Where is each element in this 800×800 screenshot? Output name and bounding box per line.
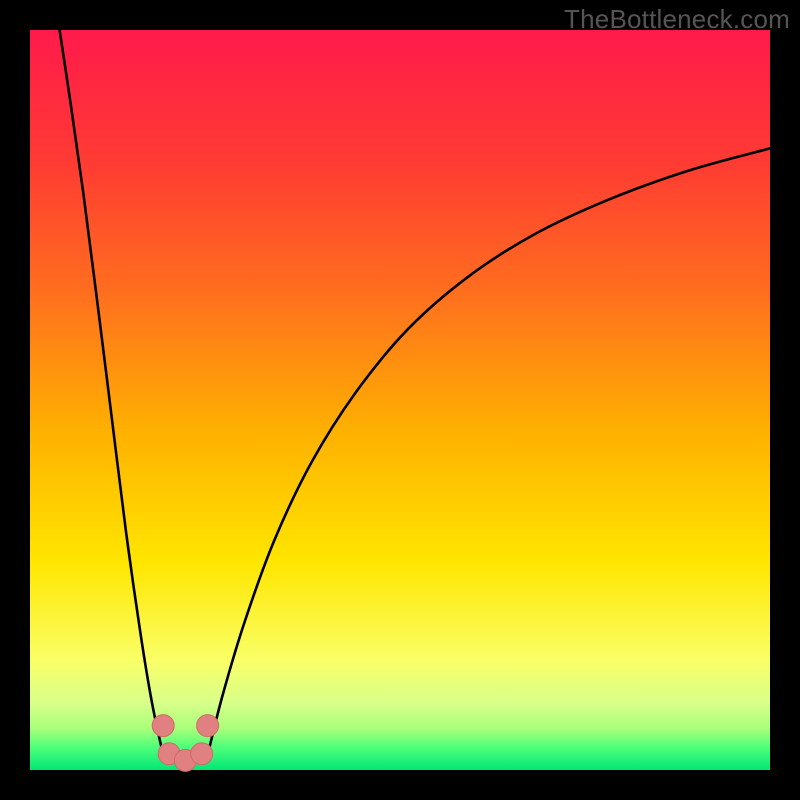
chart-container: TheBottleneck.com	[0, 0, 800, 800]
trough-marker	[197, 715, 219, 737]
watermark-text: TheBottleneck.com	[564, 4, 790, 35]
bottleneck-curve-plot	[0, 0, 800, 800]
trough-marker	[152, 715, 174, 737]
plot-background-gradient	[30, 30, 770, 770]
trough-marker	[191, 743, 213, 765]
